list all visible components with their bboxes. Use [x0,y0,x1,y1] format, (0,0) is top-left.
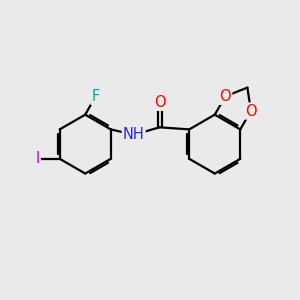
Text: O: O [245,103,257,118]
Text: F: F [92,89,100,104]
Text: NH: NH [123,127,145,142]
Text: O: O [220,89,231,104]
Text: O: O [154,95,165,110]
Text: I: I [35,151,40,166]
